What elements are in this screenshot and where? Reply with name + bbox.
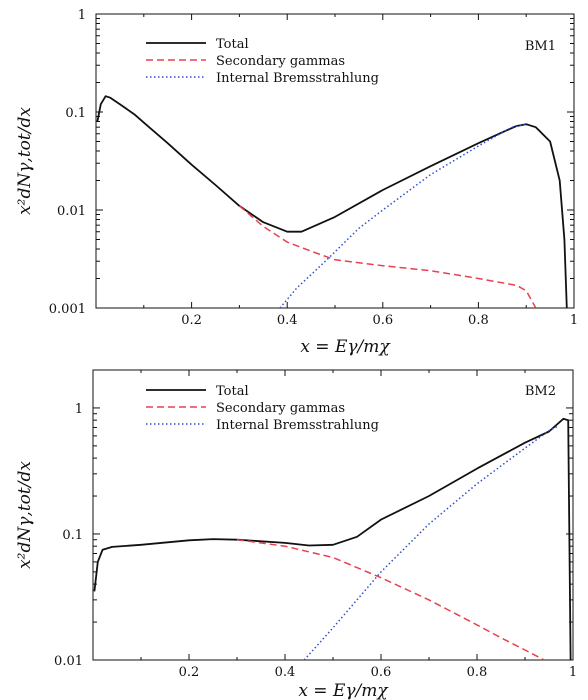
x-tick-label: 0.2 <box>179 665 200 680</box>
benchmark-label: BM1 <box>525 39 556 54</box>
y-tick-label: 1 <box>78 8 86 23</box>
legend-label-total: Total <box>216 37 249 52</box>
x-tick-label: 1 <box>570 313 578 328</box>
y-tick-label: 0.1 <box>65 106 86 121</box>
series-line-secondary-gammas <box>236 538 545 660</box>
series-line-total <box>93 417 572 660</box>
y-axis-label: x²dNγ,tot/dx <box>15 107 35 215</box>
y-axis-label: x²dNγ,tot/dx <box>15 461 35 569</box>
y-tick-label: 0.01 <box>54 654 83 669</box>
series-line-internal-bremsstrahlung <box>303 425 559 660</box>
legend-label-secondary-gammas: Secondary gammas <box>216 54 345 69</box>
x-axis-label: x = Eγ/mχ <box>298 681 389 700</box>
benchmark-label: BM2 <box>525 384 556 399</box>
y-tick-label: 1 <box>75 402 83 417</box>
x-tick-label: 0.4 <box>275 665 296 680</box>
x-tick-label: 0.8 <box>467 665 488 680</box>
x-tick-label: 0.6 <box>372 313 393 328</box>
series-line-total <box>96 95 568 308</box>
y-tick-label: 0.1 <box>62 528 83 543</box>
chart-panel-bm1: 0.2 0.4 0.6 0.8 1 0.001 0.01 0.1 1 x = Eγ/mχ x²dNγ… <box>15 8 578 357</box>
legend-label-internal-bremsstrahlung: Internal Bremsstrahlung <box>216 71 379 86</box>
x-axis-label: x = Eγ/mχ <box>300 337 391 357</box>
x-tick-label: 0.8 <box>468 313 489 328</box>
x-tick-label: 1 <box>569 665 577 680</box>
y-tick-label: 0.001 <box>49 302 86 317</box>
y-tick-label: 0.01 <box>57 204 86 219</box>
legend-label-secondary-gammas: Secondary gammas <box>216 401 345 416</box>
chart-panel-bm2: 0.2 0.4 0.6 0.8 1 0.01 0.1 1 x = Eγ/mχ x²dNγ,tot/… <box>15 369 577 700</box>
x-tick-label: 0.2 <box>181 313 202 328</box>
x-tick-label: 0.6 <box>371 665 392 680</box>
series-line-secondary-gammas <box>238 205 537 308</box>
legend-label-internal-bremsstrahlung: Internal Bremsstrahlung <box>216 418 379 433</box>
legend-label-total: Total <box>216 384 249 399</box>
x-tick-label: 0.4 <box>277 313 298 328</box>
